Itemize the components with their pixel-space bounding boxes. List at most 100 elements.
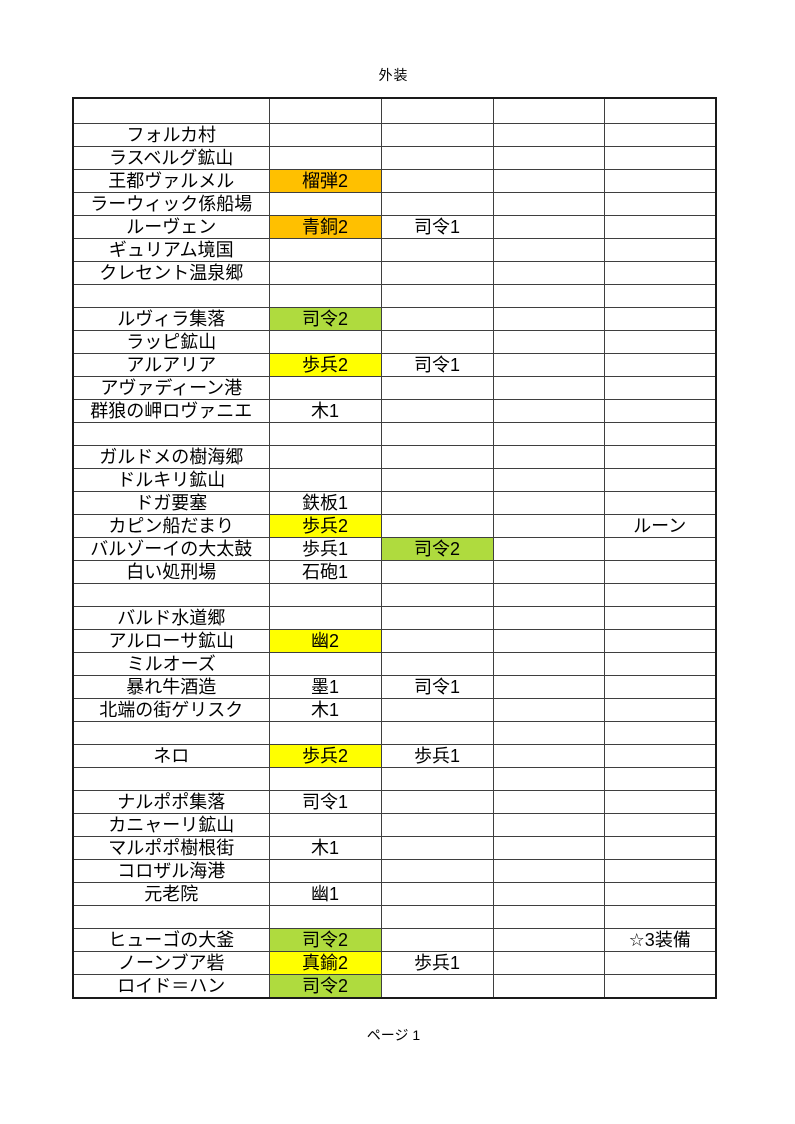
- value-cell: [380, 145, 494, 170]
- value-cell: 歩兵1: [380, 743, 494, 768]
- table-row: 元老院 幽1: [72, 881, 717, 906]
- value-cell: [268, 375, 382, 400]
- value-cell: 歩兵2: [268, 513, 382, 538]
- table-row: バルド水道郷: [72, 605, 717, 630]
- value-cell: [603, 973, 717, 998]
- value-cell: [268, 421, 382, 446]
- location-cell: アヴァディーン港: [72, 375, 270, 400]
- value-cell: [268, 812, 382, 837]
- value-cell: [603, 605, 717, 630]
- value-cell: [603, 398, 717, 423]
- value-cell: [603, 122, 717, 147]
- table-row: カニャーリ鉱山: [72, 812, 717, 837]
- value-cell: [492, 97, 605, 124]
- value-cell: 歩兵2: [268, 743, 382, 768]
- value-cell: [380, 605, 494, 630]
- value-cell: [380, 697, 494, 722]
- value-cell: 幽1: [268, 881, 382, 906]
- value-cell: [268, 191, 382, 216]
- value-cell: [380, 375, 494, 400]
- table-row: ガルドメの樹海郷: [72, 444, 717, 469]
- table-row: [72, 421, 717, 446]
- value-cell: [380, 513, 494, 538]
- location-cell: ラスベルグ鉱山: [72, 145, 270, 170]
- value-cell: [268, 904, 382, 929]
- value-cell: 司令1: [380, 352, 494, 377]
- value-cell: [380, 306, 494, 331]
- value-cell: [603, 490, 717, 515]
- location-cell: 暴れ牛酒造: [72, 674, 270, 699]
- value-cell: [380, 398, 494, 423]
- value-cell: [603, 904, 717, 929]
- table-row: [72, 283, 717, 308]
- location-cell: ヒューゴの大釜: [72, 927, 270, 952]
- location-cell: 王都ヴァルメル: [72, 168, 270, 193]
- value-cell: [603, 145, 717, 170]
- value-cell: [492, 720, 605, 745]
- table-row: 白い処刑場 石砲1: [72, 559, 717, 584]
- value-cell: 司令1: [380, 214, 494, 239]
- location-cell: 白い処刑場: [72, 559, 270, 584]
- value-cell: [603, 651, 717, 676]
- value-cell: [268, 145, 382, 170]
- value-cell: [492, 559, 605, 584]
- value-cell: [380, 973, 494, 998]
- table-row: マルポポ樹根街 木1: [72, 835, 717, 860]
- value-cell: [603, 536, 717, 561]
- table-row: カピン船だまり 歩兵2 ルーン: [72, 513, 717, 538]
- value-cell: [492, 329, 605, 354]
- value-cell: [603, 858, 717, 883]
- table-row: 北端の街ゲリスク 木1: [72, 697, 717, 722]
- value-cell: [380, 812, 494, 837]
- location-cell: [72, 720, 270, 745]
- value-cell: [492, 444, 605, 469]
- value-cell: 真鍮2: [268, 950, 382, 975]
- value-cell: [603, 421, 717, 446]
- value-cell: [492, 743, 605, 768]
- table-row: クレセント温泉郷: [72, 260, 717, 285]
- value-cell: [380, 927, 494, 952]
- value-cell: [268, 97, 382, 124]
- value-cell: [603, 674, 717, 699]
- value-cell: [380, 237, 494, 262]
- value-cell: [380, 191, 494, 216]
- table-row: アルローサ鉱山 幽2: [72, 628, 717, 653]
- value-cell: [603, 97, 717, 124]
- location-cell: フォルカ村: [72, 122, 270, 147]
- table-row: アルアリア 歩兵2 司令1: [72, 352, 717, 377]
- value-cell: [603, 283, 717, 308]
- value-cell: 歩兵2: [268, 352, 382, 377]
- value-cell: [492, 651, 605, 676]
- value-cell: [492, 858, 605, 883]
- table-row: ミルオーズ: [72, 651, 717, 676]
- value-cell: [492, 904, 605, 929]
- location-cell: カニャーリ鉱山: [72, 812, 270, 837]
- value-cell: [603, 237, 717, 262]
- value-cell: [492, 421, 605, 446]
- location-cell: バルド水道郷: [72, 605, 270, 630]
- location-cell: [72, 766, 270, 791]
- location-cell: アルアリア: [72, 352, 270, 377]
- value-cell: [603, 743, 717, 768]
- value-cell: [492, 697, 605, 722]
- table-row: コロザル海港: [72, 858, 717, 883]
- location-cell: ロイド＝ハン: [72, 973, 270, 998]
- value-cell: [380, 559, 494, 584]
- value-cell: [492, 375, 605, 400]
- location-cell: 元老院: [72, 881, 270, 906]
- value-cell: 司令2: [268, 973, 382, 998]
- location-cell: ラッピ鉱山: [72, 329, 270, 354]
- value-cell: [603, 467, 717, 492]
- table-body: フォルカ村 ラスベルグ鉱山 王都ヴァルメル 榴弾2 ラーウィック係船場 ルーヴェン 青銅2 司…: [72, 97, 717, 998]
- value-cell: [492, 582, 605, 607]
- value-cell: [603, 881, 717, 906]
- value-cell: [268, 766, 382, 791]
- value-cell: [492, 145, 605, 170]
- outfit-table: フォルカ村 ラスベルグ鉱山 王都ヴァルメル 榴弾2 ラーウィック係船場 ルーヴェン 青銅2 司…: [72, 97, 717, 999]
- page-number-footer: ページ 1: [366, 1027, 421, 1043]
- value-cell: [603, 306, 717, 331]
- value-cell: [380, 651, 494, 676]
- location-cell: [72, 97, 270, 124]
- table-row: ロイド＝ハン 司令2: [72, 973, 717, 998]
